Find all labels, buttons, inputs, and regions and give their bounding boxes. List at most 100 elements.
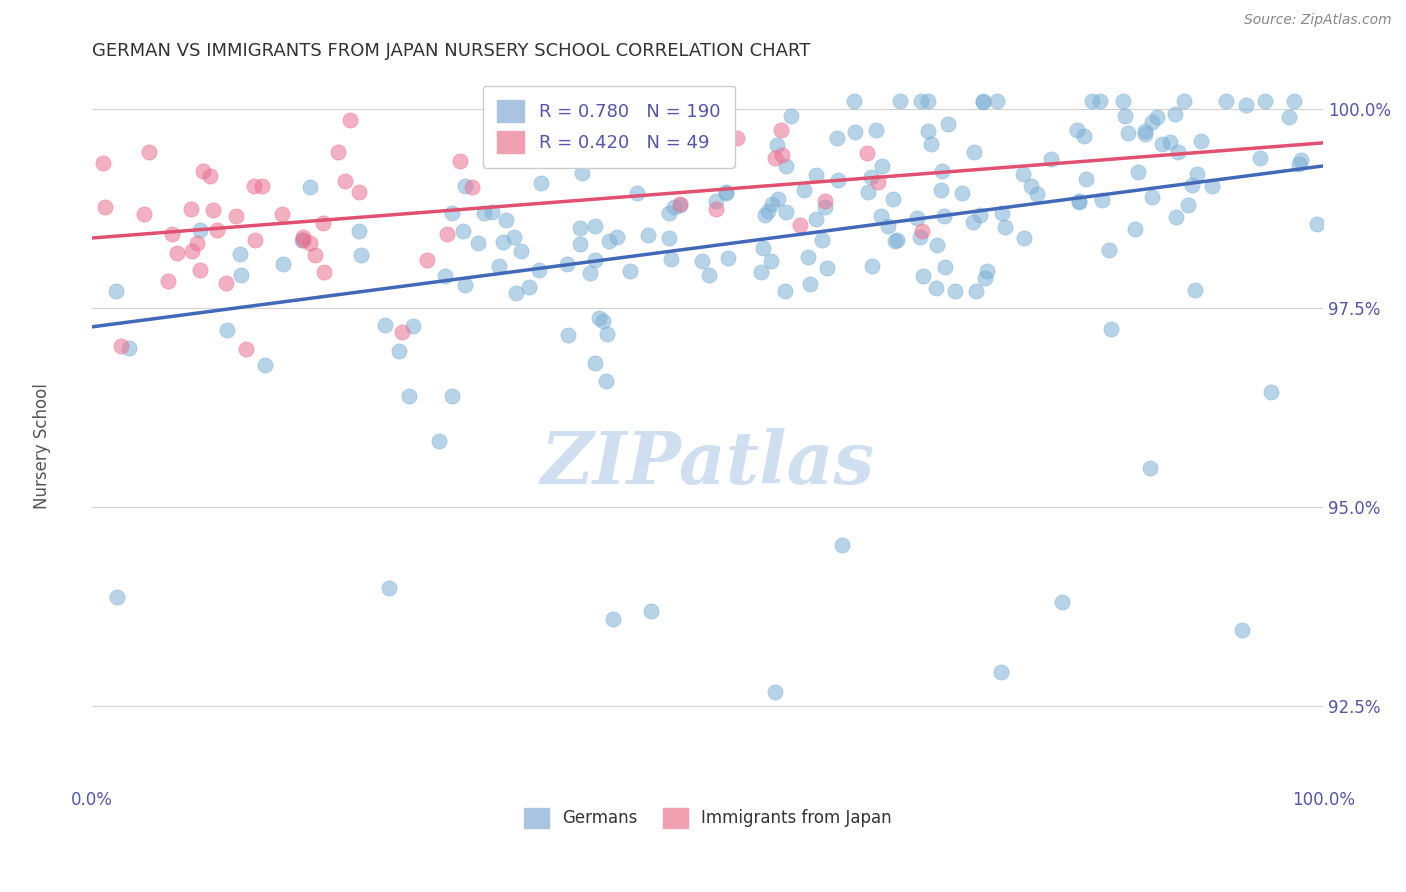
Point <box>527 262 550 277</box>
Point <box>188 223 211 237</box>
Point <box>1069 194 1091 208</box>
Point <box>427 434 450 448</box>
Point <box>433 269 456 284</box>
Point <box>860 259 883 273</box>
Point <box>1135 124 1157 138</box>
Point <box>704 194 727 209</box>
Point <box>1164 210 1187 224</box>
Point <box>963 145 986 159</box>
Point <box>1088 95 1111 109</box>
Point <box>972 95 994 109</box>
Point <box>637 228 659 243</box>
Point <box>481 205 503 219</box>
Point <box>579 266 602 280</box>
Point <box>763 684 786 698</box>
Point <box>503 229 526 244</box>
Point <box>229 268 252 282</box>
Point <box>516 141 538 155</box>
Point <box>806 169 828 183</box>
Point <box>1254 95 1277 109</box>
Point <box>291 233 314 247</box>
Point <box>1184 283 1206 297</box>
Point <box>1282 95 1305 109</box>
Point <box>205 223 228 237</box>
Point <box>1011 167 1033 181</box>
Point <box>773 285 796 299</box>
Point <box>780 109 803 123</box>
Point <box>856 185 879 199</box>
Point <box>911 225 934 239</box>
Point <box>659 252 682 266</box>
Point <box>908 230 931 244</box>
Point <box>378 581 401 595</box>
Point <box>1249 151 1271 165</box>
Point <box>626 186 648 200</box>
Point <box>994 220 1017 235</box>
Point <box>335 174 357 188</box>
Point <box>273 257 295 271</box>
Point <box>792 183 814 197</box>
Point <box>804 212 827 227</box>
Point <box>917 123 939 137</box>
Point <box>374 318 396 333</box>
Point <box>509 244 531 258</box>
Point <box>291 233 314 247</box>
Point <box>991 206 1014 220</box>
Point <box>555 257 578 271</box>
Point <box>1076 171 1098 186</box>
Point <box>692 254 714 268</box>
Point <box>454 277 477 292</box>
Point <box>104 284 127 298</box>
Point <box>1173 95 1195 109</box>
Point <box>530 176 553 190</box>
Point <box>772 148 794 162</box>
Point <box>1142 115 1164 129</box>
Point <box>349 248 371 262</box>
Point <box>931 164 953 178</box>
Point <box>495 213 517 227</box>
Point <box>1133 128 1156 142</box>
Point <box>910 95 932 109</box>
Point <box>186 235 208 250</box>
Point <box>976 263 998 277</box>
Point <box>387 343 409 358</box>
Point <box>1234 98 1257 112</box>
Point <box>759 254 782 268</box>
Point <box>932 209 955 223</box>
Point <box>872 159 894 173</box>
Point <box>640 604 662 618</box>
Point <box>588 310 610 325</box>
Point <box>825 131 848 145</box>
Point <box>752 241 775 255</box>
Point <box>1091 193 1114 207</box>
Point <box>606 230 628 244</box>
Point <box>662 200 685 214</box>
Point <box>1073 128 1095 143</box>
Point <box>596 327 619 342</box>
Point <box>1215 95 1237 109</box>
Point <box>298 235 321 250</box>
Point <box>725 130 748 145</box>
Point <box>1146 110 1168 124</box>
Point <box>886 233 908 247</box>
Point <box>815 260 838 275</box>
Point <box>814 200 837 214</box>
Point <box>844 125 866 139</box>
Point <box>91 156 114 170</box>
Point <box>105 590 128 604</box>
Point <box>568 236 591 251</box>
Point <box>754 208 776 222</box>
Point <box>814 194 837 209</box>
Point <box>763 151 786 165</box>
Point <box>488 259 510 273</box>
Point <box>1012 231 1035 245</box>
Point <box>339 113 361 128</box>
Point <box>1040 152 1063 166</box>
Point <box>700 139 723 153</box>
Point <box>298 180 321 194</box>
Point <box>917 95 939 109</box>
Point <box>1288 157 1310 171</box>
Point <box>766 138 789 153</box>
Point <box>347 223 370 237</box>
Point <box>717 251 740 265</box>
